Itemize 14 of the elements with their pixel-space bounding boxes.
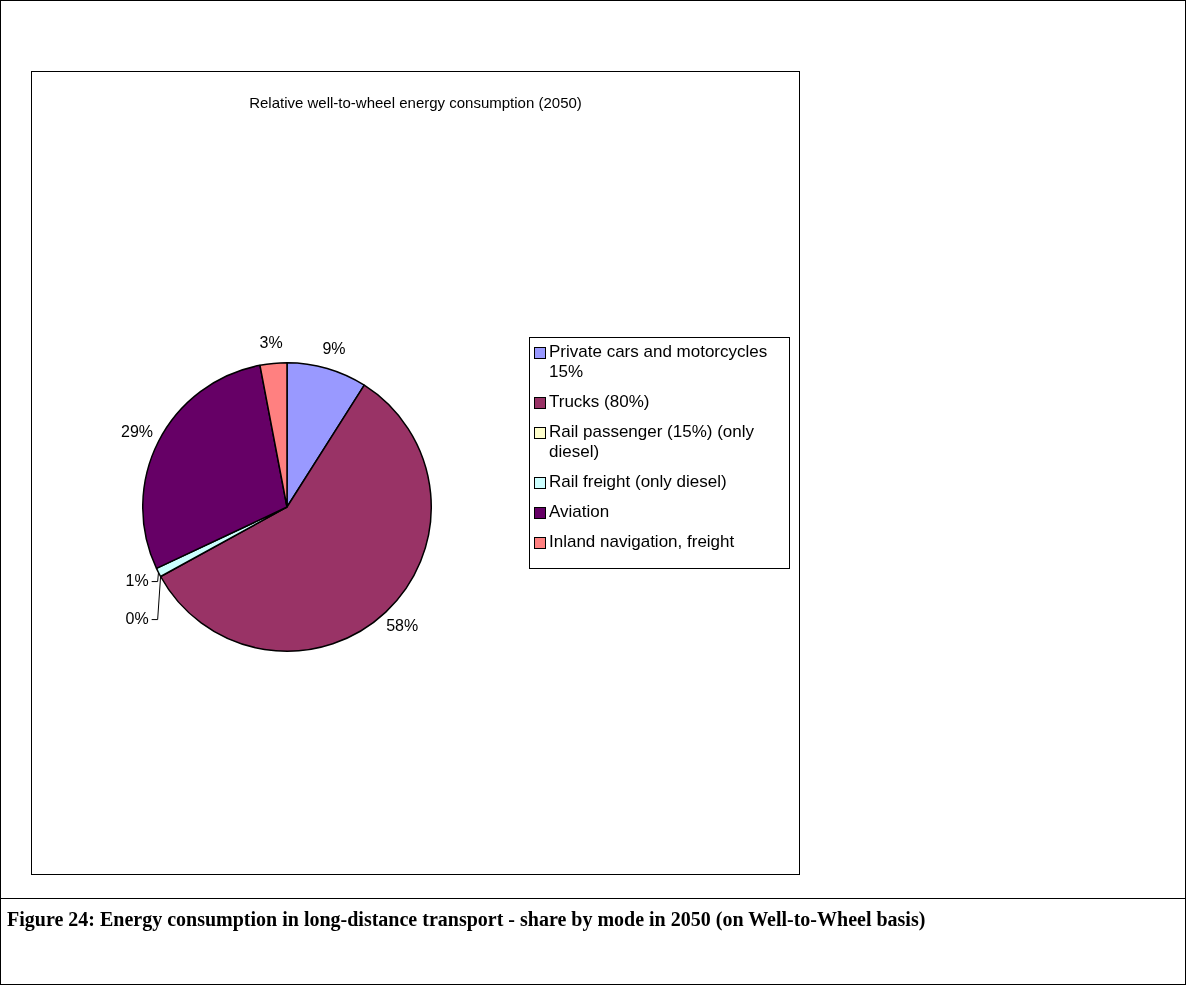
data-label: 1% <box>125 571 149 589</box>
data-label: 3% <box>259 333 283 351</box>
legend-label: Private cars and motorcycles 15% <box>549 342 769 382</box>
legend-label: Rail freight (only diesel) <box>549 472 727 492</box>
legend-label: Aviation <box>549 502 610 522</box>
legend-label: Inland navigation, freight <box>549 532 735 552</box>
chart-title: Relative well-to-wheel energy consumption (2050) <box>248 94 583 111</box>
data-label: 29% <box>121 422 154 440</box>
caption: Figure 24: Energy consumption in long-distance transport - share by mode in 2050 (on Well-to-Wheel basis) <box>7 907 927 932</box>
legend-label: Rail passenger (15%) (only diesel) <box>549 422 756 462</box>
data-label: 9% <box>322 339 346 357</box>
legend-label: Trucks (80%) <box>549 392 650 412</box>
data-label: 58% <box>386 617 419 635</box>
text: 0% <box>125 609 149 627</box>
